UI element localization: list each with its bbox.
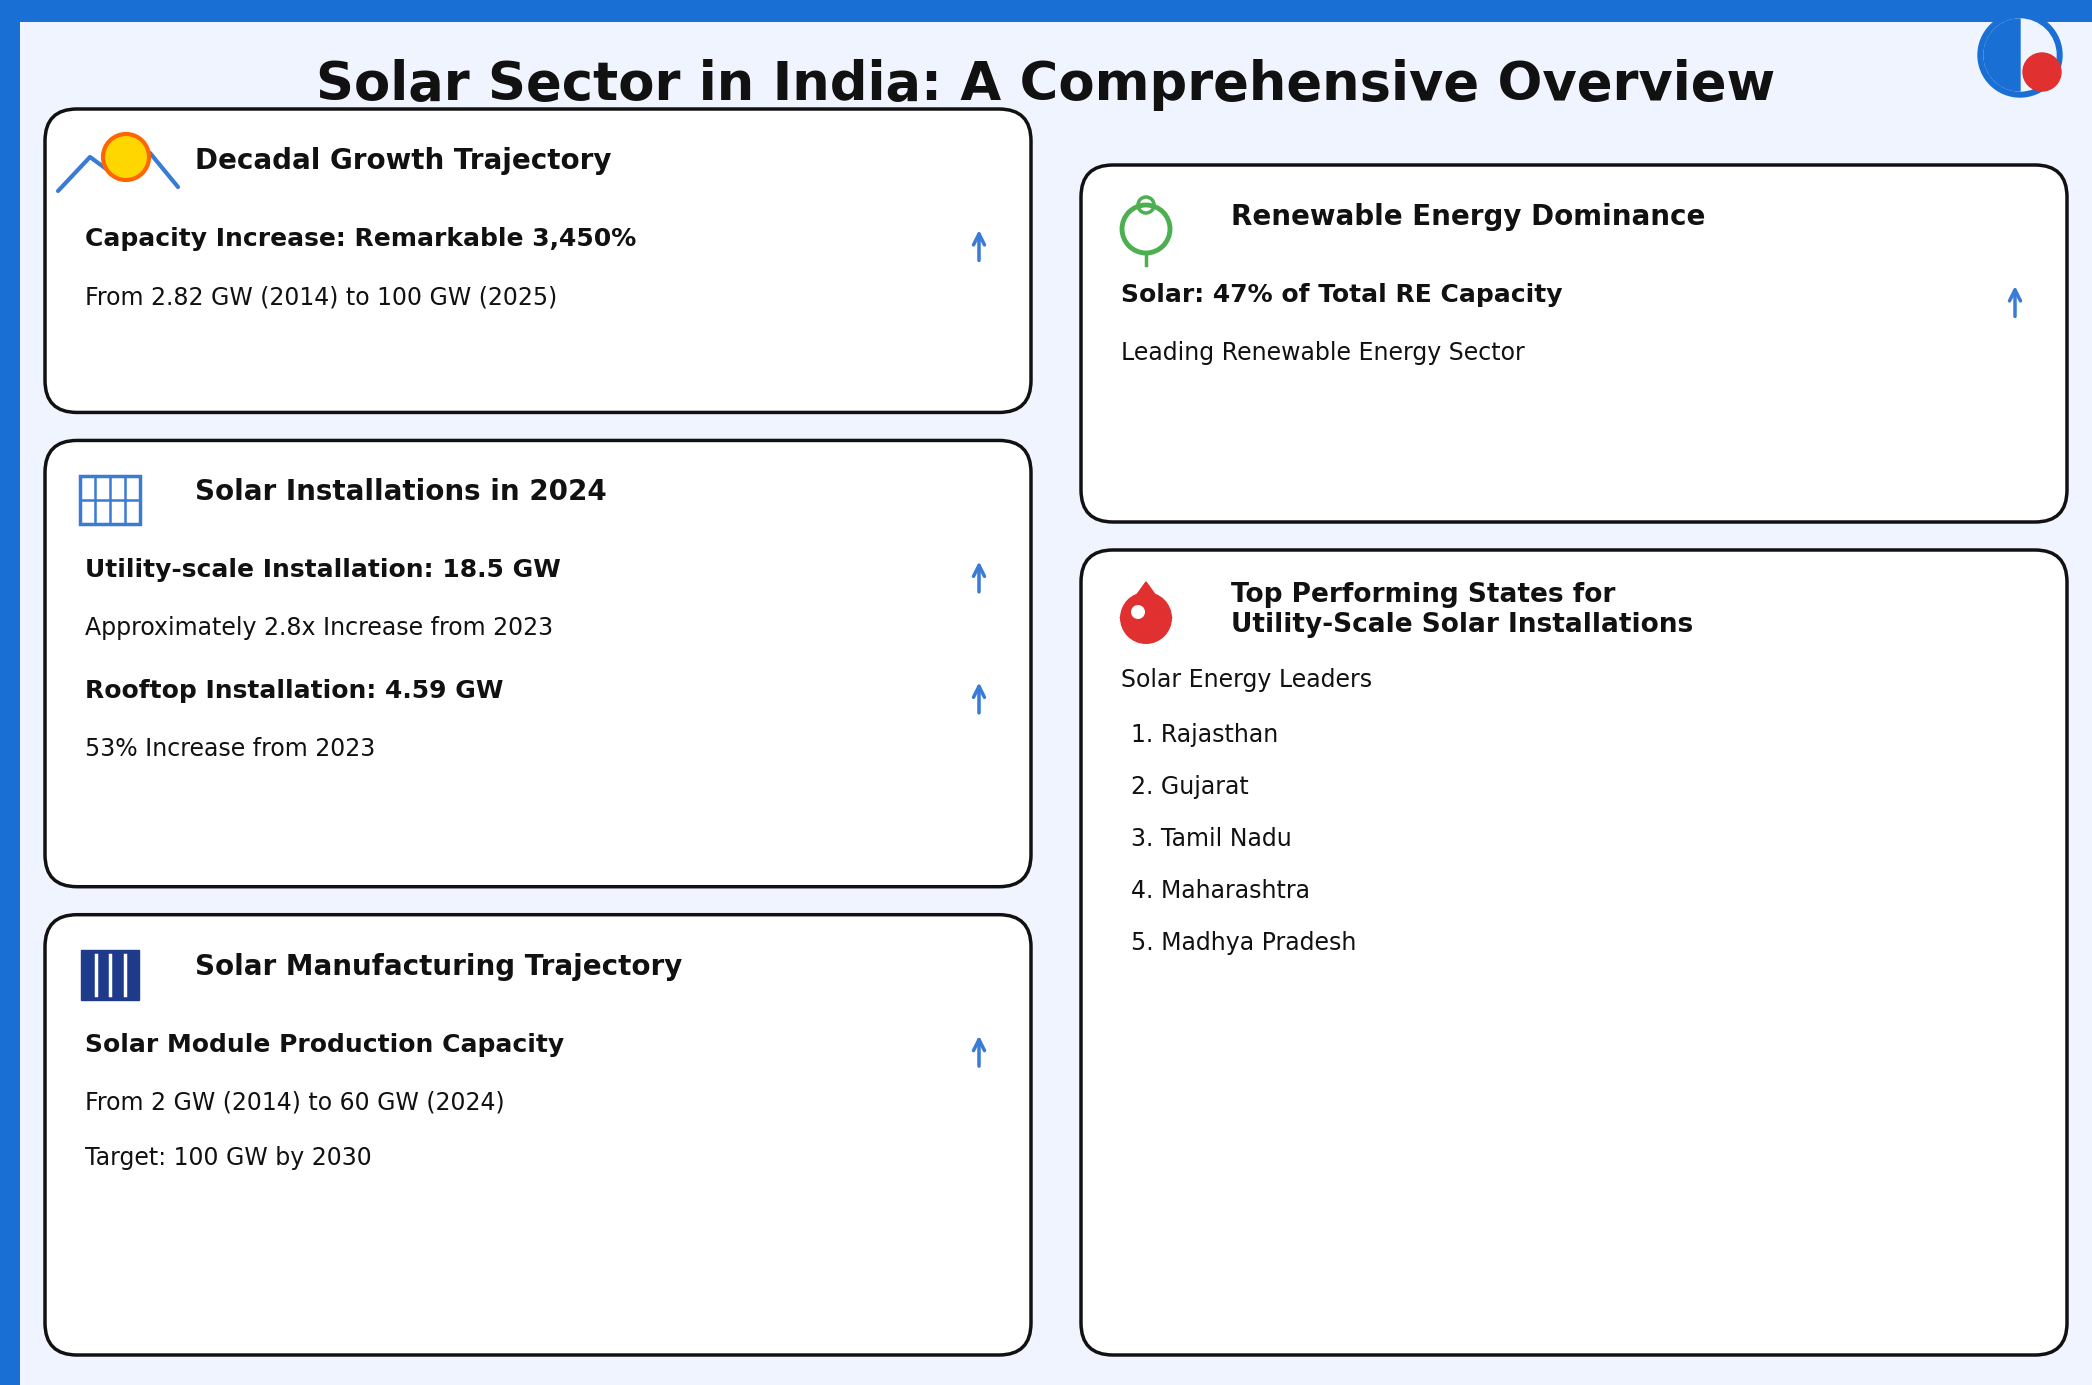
Text: Utility-scale Installation: 18.5 GW: Utility-scale Installation: 18.5 GW [86, 558, 561, 583]
Text: 2. Gujarat: 2. Gujarat [1132, 776, 1249, 799]
FancyBboxPatch shape [0, 0, 2092, 22]
Text: Rooftop Installation: 4.59 GW: Rooftop Installation: 4.59 GW [86, 680, 504, 704]
Circle shape [1979, 12, 2063, 97]
Circle shape [1132, 605, 1144, 619]
FancyBboxPatch shape [46, 914, 1031, 1355]
Text: Solar Manufacturing Trajectory: Solar Manufacturing Trajectory [195, 953, 682, 981]
FancyBboxPatch shape [1082, 550, 2067, 1355]
Polygon shape [1983, 19, 2021, 91]
Text: From 2.82 GW (2014) to 100 GW (2025): From 2.82 GW (2014) to 100 GW (2025) [86, 285, 556, 309]
Text: 3. Tamil Nadu: 3. Tamil Nadu [1132, 827, 1291, 850]
FancyBboxPatch shape [46, 440, 1031, 886]
FancyBboxPatch shape [82, 950, 138, 1000]
Text: 4. Maharashtra: 4. Maharashtra [1132, 879, 1310, 903]
Text: Solar Energy Leaders: Solar Energy Leaders [1121, 668, 1372, 692]
Text: Solar: 47% of Total RE Capacity: Solar: 47% of Total RE Capacity [1121, 283, 1563, 307]
Text: 5. Madhya Pradesh: 5. Madhya Pradesh [1132, 931, 1356, 956]
Text: Solar Sector in India: A Comprehensive Overview: Solar Sector in India: A Comprehensive O… [316, 60, 1776, 111]
Text: Leading Renewable Energy Sector: Leading Renewable Energy Sector [1121, 341, 1525, 366]
FancyBboxPatch shape [1082, 165, 2067, 522]
Text: Solar Module Production Capacity: Solar Module Production Capacity [86, 1033, 565, 1057]
Text: Decadal Growth Trajectory: Decadal Growth Trajectory [195, 147, 611, 175]
Circle shape [2023, 53, 2061, 91]
FancyBboxPatch shape [79, 476, 140, 525]
Text: 53% Increase from 2023: 53% Increase from 2023 [86, 737, 374, 762]
Circle shape [103, 134, 149, 180]
Text: 1. Rajasthan: 1. Rajasthan [1132, 723, 1278, 747]
Text: Solar Installations in 2024: Solar Installations in 2024 [195, 478, 607, 507]
Circle shape [1119, 591, 1172, 644]
Text: Target: 100 GW by 2030: Target: 100 GW by 2030 [86, 1145, 372, 1170]
Circle shape [1983, 19, 2056, 91]
Text: From 2 GW (2014) to 60 GW (2024): From 2 GW (2014) to 60 GW (2024) [86, 1091, 504, 1115]
Text: Approximately 2.8x Increase from 2023: Approximately 2.8x Increase from 2023 [86, 616, 552, 640]
Text: Top Performing States for
Utility-Scale Solar Installations: Top Performing States for Utility-Scale … [1230, 582, 1692, 638]
FancyBboxPatch shape [0, 22, 21, 1385]
Text: Renewable Energy Dominance: Renewable Energy Dominance [1230, 204, 1705, 231]
FancyBboxPatch shape [46, 109, 1031, 413]
Text: Capacity Increase: Remarkable 3,450%: Capacity Increase: Remarkable 3,450% [86, 227, 636, 251]
Polygon shape [1119, 582, 1172, 618]
